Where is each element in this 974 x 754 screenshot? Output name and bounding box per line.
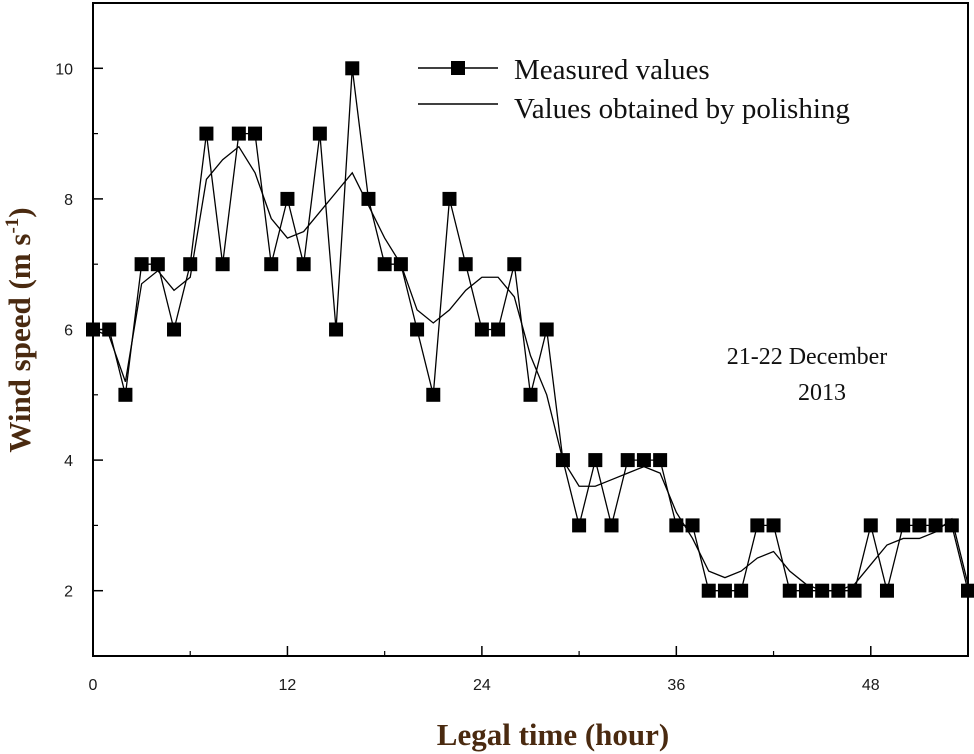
x-tick-label: 36 [667, 677, 685, 694]
measured-point [928, 518, 943, 533]
x-tick-label: 12 [279, 677, 297, 694]
measured-point [653, 453, 668, 468]
x-tick-label: 48 [862, 677, 880, 694]
measured-point [329, 322, 344, 337]
measured-point [474, 322, 489, 337]
measured-point [766, 518, 781, 533]
measured-point [102, 322, 117, 337]
measured-point [620, 453, 635, 468]
measured-point [507, 257, 522, 272]
measured-point [280, 191, 295, 206]
measured-point [750, 518, 765, 533]
measured-point [831, 583, 846, 598]
measured-point [491, 322, 506, 337]
measured-point [604, 518, 619, 533]
measured-point [393, 257, 408, 272]
measured-point [701, 583, 716, 598]
measured-point [361, 191, 376, 206]
measured-point [944, 518, 959, 533]
measured-point [572, 518, 587, 533]
y-tick-label: 2 [64, 584, 73, 601]
y-axis-title-close: ) [2, 207, 37, 217]
measured-point [912, 518, 927, 533]
y-tick-label: 4 [64, 453, 73, 470]
measured-point [345, 61, 360, 76]
y-tick-label: 8 [64, 192, 73, 209]
measured-point [588, 453, 603, 468]
measured-point [458, 257, 473, 272]
measured-point [231, 126, 246, 141]
measured-point [86, 322, 100, 337]
legend: Measured values Values obtained by polis… [418, 54, 850, 125]
x-tick-label: 0 [89, 677, 98, 694]
measured-point [539, 322, 554, 337]
measured-point [377, 257, 392, 272]
series-line-measured [93, 68, 969, 592]
measured-point [961, 583, 974, 598]
measured-point [555, 453, 570, 468]
measured-point [215, 257, 230, 272]
measured-point [199, 126, 214, 141]
measured-point [896, 518, 911, 533]
y-axis-title: Wind speed (m s-1) [2, 207, 37, 452]
measured-point [798, 583, 813, 598]
measured-point [296, 257, 311, 272]
measured-point [426, 387, 441, 402]
measured-point [815, 583, 830, 598]
measured-point [782, 583, 797, 598]
measured-point [734, 583, 749, 598]
measured-point [847, 583, 862, 598]
measured-point [523, 387, 538, 402]
measured-point [669, 518, 684, 533]
y-tick-label: 6 [64, 323, 73, 340]
measured-point [312, 126, 327, 141]
series-layer [86, 61, 974, 598]
measured-point [636, 453, 651, 468]
measured-point [264, 257, 279, 272]
legend-label-polished: Values obtained by polishing [514, 93, 850, 125]
y-tick-label: 10 [55, 61, 73, 78]
measured-point [134, 257, 149, 272]
measured-point [248, 126, 263, 141]
measured-point [183, 257, 198, 272]
legend-label-measured: Measured values [514, 54, 710, 86]
measured-point [118, 387, 133, 402]
x-axis-title: Legal time (hour) [437, 717, 669, 752]
measured-point [150, 257, 165, 272]
measured-point [863, 518, 878, 533]
annotation-date-line1: 21-22 December [727, 344, 888, 370]
y-axis-title-sup: -1 [2, 218, 23, 234]
measured-point [167, 322, 182, 337]
measured-point [410, 322, 425, 337]
x-tick-label: 24 [473, 677, 491, 694]
measured-point [717, 583, 732, 598]
legend-marker-measured [451, 61, 465, 75]
annotation-date-line2: 2013 [798, 380, 846, 406]
measured-point [685, 518, 700, 533]
measured-point [879, 583, 894, 598]
y-axis-title-main: Wind speed (m s [2, 234, 37, 453]
measured-point [442, 191, 457, 206]
